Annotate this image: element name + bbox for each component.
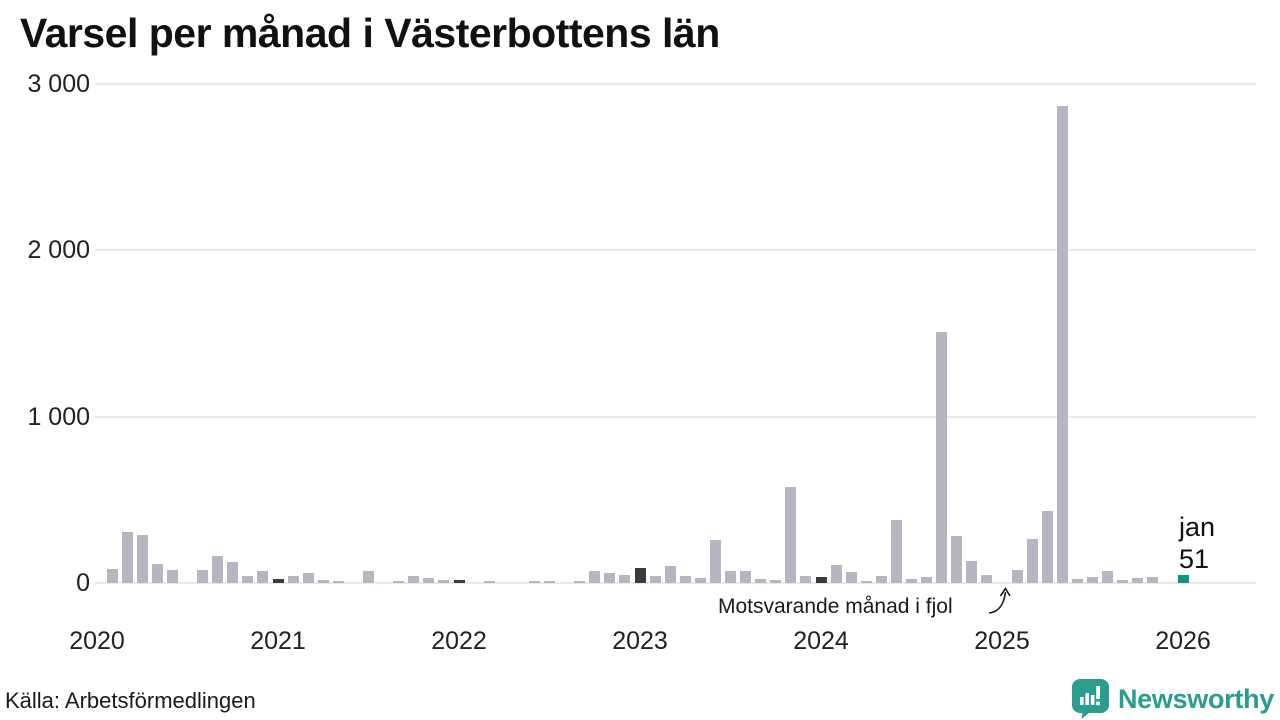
bar: [936, 332, 947, 583]
bar: [1087, 577, 1098, 583]
x-axis-year-label: 2022: [431, 627, 487, 655]
bar: [529, 581, 540, 583]
bar: [1027, 539, 1038, 583]
bar: [544, 581, 555, 583]
annotation-label: Motsvarande månad i fjol: [718, 595, 953, 618]
bar: [363, 571, 374, 583]
bar: [1057, 106, 1068, 583]
bar: [680, 576, 691, 583]
bar: [318, 580, 329, 583]
y-axis-tick-label: 2 000: [27, 236, 90, 264]
bar: [152, 564, 163, 583]
bar: [981, 575, 992, 583]
bar: [288, 576, 299, 583]
bar: [438, 580, 449, 583]
gridline: [95, 249, 1256, 251]
bar: [333, 581, 344, 583]
bar: [619, 575, 630, 583]
bar: [876, 576, 887, 583]
bar: [1132, 578, 1143, 583]
bar: [695, 578, 706, 583]
bar: [122, 532, 133, 583]
bar: [257, 571, 268, 583]
bar: [604, 573, 615, 583]
bar: [197, 570, 208, 583]
bar: [423, 578, 434, 583]
bar: [861, 581, 872, 583]
source-credit: Källa: Arbetsförmedlingen: [5, 688, 256, 713]
x-axis-year-label: 2026: [1155, 627, 1211, 655]
bar: [107, 569, 118, 583]
bar-january-highlight: [454, 580, 465, 583]
bar: [831, 565, 842, 583]
bar: [921, 577, 932, 583]
bar: [589, 571, 600, 583]
y-axis-tick-label: 3 000: [27, 70, 90, 98]
bar: [665, 566, 676, 583]
bar: [846, 572, 857, 583]
bar: [227, 562, 238, 583]
current-month-label: jan: [1179, 512, 1216, 542]
gridline: [95, 416, 1256, 418]
bar: [242, 576, 253, 583]
bar-january-highlight: [635, 568, 646, 583]
gridline: [95, 582, 1256, 584]
bar: [800, 576, 811, 583]
newsworthy-bubble-chart-icon: [1071, 679, 1109, 719]
bar: [770, 580, 781, 583]
bar: [1012, 570, 1023, 583]
bar: [785, 487, 796, 583]
bar: [393, 581, 404, 583]
bar: [1042, 511, 1053, 583]
bar: [966, 561, 977, 583]
bar: [710, 540, 721, 583]
bar: [1117, 580, 1128, 583]
bar: [1147, 577, 1158, 583]
x-axis-year-label: 2024: [793, 627, 849, 655]
bar: [137, 535, 148, 583]
bar: [755, 579, 766, 583]
newsworthy-logo: Newsworthy: [1071, 679, 1274, 719]
y-axis-tick-label: 0: [76, 569, 90, 597]
bar-january-highlight: [273, 579, 284, 583]
bar: [303, 573, 314, 583]
bar: [212, 556, 223, 583]
bar: [408, 576, 419, 583]
bar-january-highlight: [816, 577, 827, 583]
bar: [167, 570, 178, 583]
x-axis-year-label: 2023: [612, 627, 668, 655]
page-title: Varsel per månad i Västerbottens län: [20, 10, 720, 56]
bar: [740, 571, 751, 583]
bar: [1102, 571, 1113, 583]
current-value-label: 51: [1179, 544, 1210, 574]
y-axis-tick-label: 1 000: [27, 403, 90, 431]
current-month-value-label: jan 51: [1179, 511, 1215, 575]
bar: [1072, 579, 1083, 583]
bar: [906, 579, 917, 583]
bar: [951, 536, 962, 583]
x-axis-year-label: 2020: [69, 627, 125, 655]
bar: [725, 571, 736, 583]
x-axis-year-label: 2025: [974, 627, 1030, 655]
x-axis-year-label: 2021: [250, 627, 306, 655]
bar: [574, 581, 585, 583]
bar: [891, 520, 902, 583]
bar: [650, 576, 661, 583]
bar: [484, 581, 495, 583]
newsworthy-brand-label: Newsworthy: [1117, 684, 1274, 714]
bar-current-month: [1178, 575, 1189, 583]
gridline: [95, 83, 1256, 85]
